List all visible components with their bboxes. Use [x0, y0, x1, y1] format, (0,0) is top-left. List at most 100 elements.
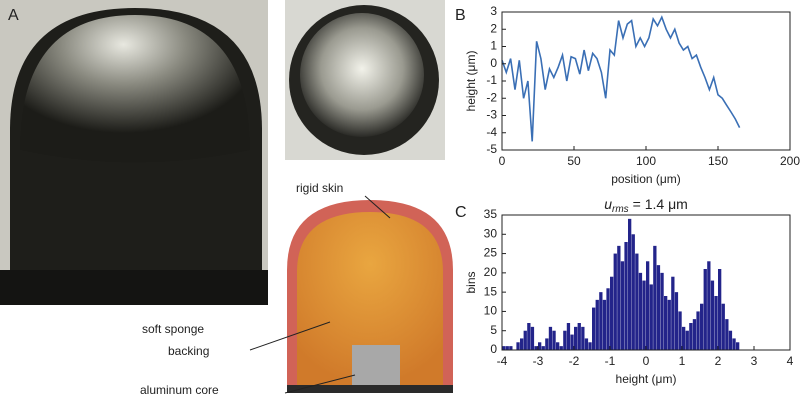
- y-tick-label: -1: [486, 73, 497, 87]
- bar: [710, 280, 715, 350]
- x-tick-label: 0: [643, 354, 650, 368]
- data-line: [501, 15, 741, 142]
- bar: [552, 330, 556, 350]
- bar: [638, 272, 643, 350]
- title-symbol: u: [604, 196, 612, 212]
- bar: [559, 346, 563, 350]
- x-tick-label: -2: [569, 354, 580, 368]
- x-tick-label: 100: [636, 154, 656, 168]
- bar: [667, 299, 671, 350]
- bar: [509, 346, 513, 350]
- x-tick-label: 3: [751, 354, 758, 368]
- y-tick-label: -5: [486, 142, 497, 156]
- y-tick-label: 35: [484, 207, 498, 221]
- bar: [548, 326, 553, 350]
- y-tick-label: -4: [486, 125, 497, 139]
- photo-top: [285, 0, 445, 160]
- annotation: aluminum core: [140, 383, 219, 397]
- bar: [642, 280, 646, 350]
- y-axis-label: height (μm): [464, 51, 478, 112]
- bar: [592, 307, 596, 350]
- bar: [588, 342, 592, 350]
- y-tick-label: 5: [490, 323, 497, 337]
- bar: [732, 338, 736, 350]
- panel-label: B: [455, 7, 466, 24]
- bar: [700, 303, 704, 350]
- x-tick-label: -4: [497, 354, 508, 368]
- x-tick-label: -3: [533, 354, 544, 368]
- y-tick-label: 15: [484, 284, 498, 298]
- annotation: soft sponge: [142, 322, 204, 336]
- bar: [617, 245, 621, 350]
- title-subscript: rms: [612, 204, 629, 215]
- bar: [574, 326, 578, 350]
- axes-box: [501, 11, 791, 151]
- bar: [725, 319, 729, 350]
- x-tick-label: 150: [708, 154, 728, 168]
- bar: [628, 218, 632, 350]
- bar: [714, 296, 718, 350]
- bar: [527, 323, 531, 350]
- bar: [692, 319, 697, 350]
- bar: [602, 299, 607, 350]
- bar: [664, 296, 668, 350]
- bar: [520, 338, 524, 350]
- diagram: rigid skin soft sponge backing aluminum …: [140, 181, 453, 397]
- bar: [718, 269, 722, 350]
- panel-label: C: [455, 204, 467, 221]
- y-tick-label: 10: [484, 304, 498, 318]
- bar: [635, 253, 639, 350]
- y-tick-label: 0: [490, 56, 497, 70]
- bar: [502, 346, 506, 350]
- bar: [620, 261, 625, 350]
- x-tick-label: 4: [787, 354, 794, 368]
- x-tick-label: 1: [679, 354, 686, 368]
- x-axis-label: position (μm): [611, 172, 681, 186]
- x-tick-label: 0: [499, 154, 506, 168]
- bar: [656, 265, 661, 350]
- bar: [721, 303, 725, 350]
- bar: [538, 342, 542, 350]
- y-tick-label: 20: [484, 265, 498, 279]
- bar: [660, 272, 664, 350]
- bar: [671, 276, 675, 350]
- bar: [545, 338, 549, 350]
- bar: [541, 346, 545, 350]
- y-tick-label: 25: [484, 246, 498, 260]
- bar: [613, 253, 617, 350]
- x-tick-label: 2: [715, 354, 722, 368]
- y-tick-label: -3: [486, 108, 497, 122]
- y-axis-label: bins: [464, 271, 478, 293]
- x-tick-label: -1: [605, 354, 616, 368]
- bar: [570, 334, 574, 350]
- bar: [584, 338, 589, 350]
- bar: [523, 330, 527, 350]
- bar: [556, 342, 560, 350]
- bar: [653, 245, 657, 350]
- panel-label: A: [8, 7, 19, 24]
- bar: [646, 261, 650, 350]
- annotation: backing: [168, 344, 209, 358]
- bar: [728, 330, 733, 350]
- bar: [678, 311, 682, 350]
- photo-side: [0, 0, 268, 305]
- y-tick-label: 2: [490, 21, 497, 35]
- bar: [736, 342, 740, 350]
- bar: [624, 242, 628, 350]
- chart-title: urms = 1.4 μm: [604, 196, 688, 215]
- x-axis-label: height (μm): [616, 372, 677, 386]
- y-tick-label: 1: [490, 39, 497, 53]
- x-tick-label: 200: [780, 154, 800, 168]
- bar: [682, 326, 686, 350]
- y-tick-label: -2: [486, 90, 497, 104]
- bar: [577, 323, 581, 350]
- bar: [599, 292, 603, 350]
- bar: [534, 346, 538, 350]
- y-tick-label: 3: [490, 4, 497, 18]
- bar: [689, 323, 693, 350]
- y-tick-label: 30: [484, 226, 498, 240]
- bar: [685, 330, 689, 350]
- bar: [610, 276, 614, 350]
- bar: [674, 292, 679, 350]
